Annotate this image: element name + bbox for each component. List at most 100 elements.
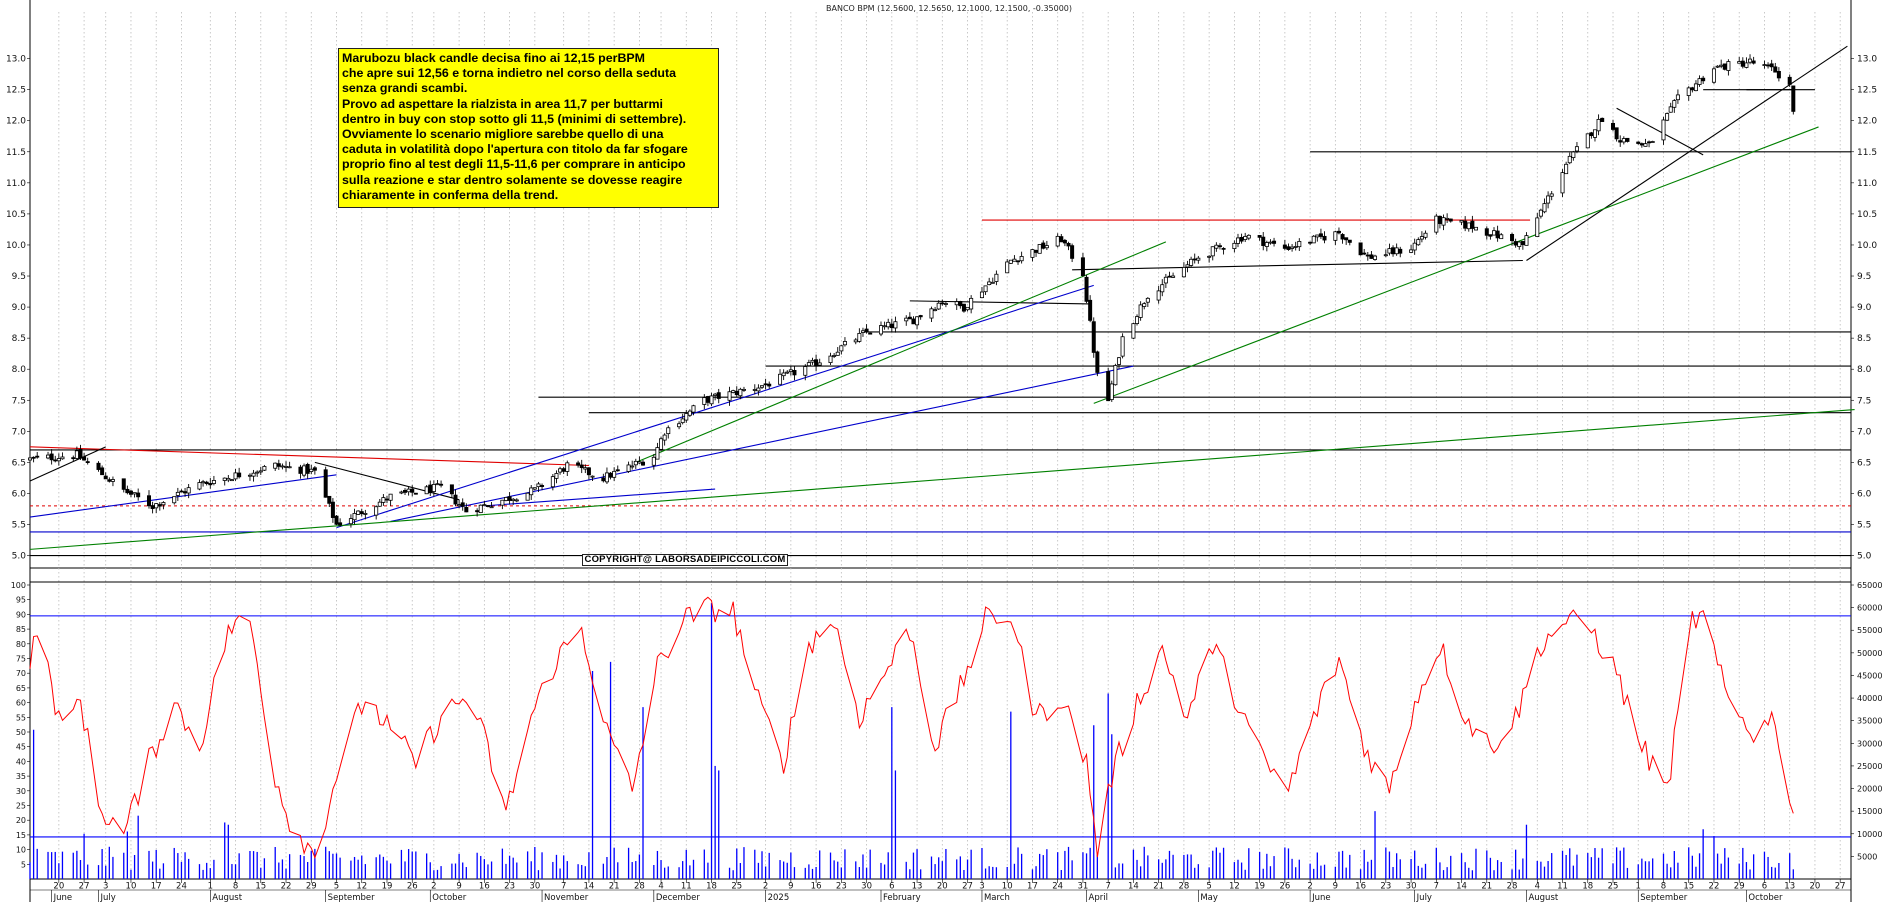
candle-body — [1419, 236, 1424, 240]
candle-body — [107, 479, 112, 482]
x-day-label: 11 — [681, 882, 692, 892]
x-day-label: 9 — [1333, 882, 1338, 892]
candle-body — [1365, 254, 1370, 257]
candle-body — [35, 455, 40, 458]
candle-body — [1181, 267, 1186, 278]
x-month-label: September — [328, 893, 375, 902]
candle-body — [1737, 61, 1742, 64]
candle-body — [709, 395, 714, 405]
x-day-label: 14 — [584, 882, 595, 892]
x-day-label: 23 — [504, 882, 515, 892]
candle-body — [691, 405, 696, 413]
candle-body — [907, 316, 912, 320]
x-day-label: 24 — [176, 882, 187, 892]
oscillator-tick: 50 — [16, 728, 26, 737]
x-day-label: 7 — [1434, 882, 1439, 892]
price-tick-left: 10.0 — [6, 241, 26, 251]
x-day-label: 20 — [53, 882, 64, 892]
x-day-label: 8 — [1661, 882, 1666, 892]
candle-body — [1394, 247, 1399, 255]
price-tick-right: 10.5 — [1857, 210, 1877, 220]
candle-body — [1416, 239, 1421, 246]
x-day-label: 7 — [561, 882, 566, 892]
candle-body — [233, 472, 238, 480]
candle-body — [633, 460, 638, 466]
x-day-label: 2 — [1307, 882, 1312, 892]
price-tick-left: 10.5 — [6, 210, 26, 220]
candle-body — [687, 410, 692, 416]
x-day-label: 26 — [407, 882, 418, 892]
candle-body — [1041, 242, 1046, 249]
candle-body — [1286, 246, 1291, 250]
candle-body — [1686, 87, 1691, 96]
candle-body — [431, 484, 436, 493]
candle-body — [1776, 70, 1781, 79]
trendline — [336, 284, 1094, 529]
candle-body — [60, 456, 65, 460]
candle-body — [161, 502, 166, 506]
candle-body — [1034, 249, 1039, 253]
candle-body — [374, 506, 379, 516]
candle-body — [201, 481, 206, 484]
candle-body — [1463, 220, 1468, 229]
candle-body — [1005, 261, 1010, 274]
x-day-label: 22 — [1709, 882, 1720, 892]
candle-body — [814, 359, 819, 367]
candle-body — [1196, 257, 1201, 261]
candle-body — [154, 503, 159, 509]
trendline — [1526, 45, 1848, 261]
candle-body — [1473, 226, 1478, 231]
candle-body — [229, 479, 234, 482]
candle-body — [1163, 276, 1168, 284]
candle-body — [1466, 222, 1471, 230]
annotation-note: Marubozu black candle decisa fino ai 12,… — [338, 48, 719, 208]
x-month-label: July — [1416, 893, 1432, 902]
candle-body — [1019, 256, 1024, 262]
candle-body — [1387, 248, 1392, 254]
candle-body — [1120, 336, 1125, 357]
candle-body — [662, 434, 667, 441]
x-day-label: 18 — [1582, 882, 1593, 892]
trendline — [29, 446, 106, 482]
x-day-label: 21 — [1481, 882, 1492, 892]
candle-body — [197, 482, 202, 490]
trendline — [1093, 126, 1819, 404]
candle-body — [817, 362, 822, 366]
candle-body — [280, 465, 285, 468]
candle-body — [1264, 242, 1269, 247]
oscillator-tick: 90 — [16, 610, 26, 619]
x-day-label: 10 — [1002, 882, 1013, 892]
candle-body — [1495, 230, 1500, 239]
candle-body — [536, 483, 541, 488]
candle-body — [146, 495, 151, 507]
x-day-label: 10 — [126, 882, 137, 892]
x-day-label: 22 — [281, 882, 292, 892]
x-day-label: 25 — [1608, 882, 1619, 892]
volume-tick: 40000 — [1857, 694, 1882, 703]
candle-body — [82, 456, 87, 461]
price-tick-left: 7.0 — [12, 427, 27, 437]
candle-body — [1650, 141, 1655, 143]
price-tick-right: 8.5 — [1857, 334, 1871, 344]
candle-body — [651, 456, 656, 466]
candle-body — [413, 492, 418, 495]
x-month-label: April — [1089, 893, 1108, 902]
candle-body — [565, 462, 570, 472]
price-tick-left: 13.0 — [6, 55, 26, 65]
price-tick-right: 12.0 — [1857, 117, 1877, 127]
candle-body — [1643, 143, 1648, 147]
candle-body — [1282, 244, 1287, 249]
x-month-label: August — [1528, 893, 1558, 902]
copyright-label: COPYRIGHT@ LABORSADEIPICCOLI.COM — [582, 554, 788, 566]
candle-body — [1611, 122, 1616, 130]
candle-body — [1145, 297, 1150, 303]
candle-body — [323, 469, 328, 498]
candle-body — [1333, 231, 1338, 241]
x-day-label: 4 — [658, 882, 663, 892]
candle-body — [1766, 64, 1771, 67]
candle-body — [1221, 247, 1226, 250]
price-tick-left: 6.0 — [12, 489, 27, 499]
candle-body — [1625, 137, 1630, 142]
oscillator-tick: 25 — [16, 802, 26, 811]
candle-body — [727, 391, 732, 401]
